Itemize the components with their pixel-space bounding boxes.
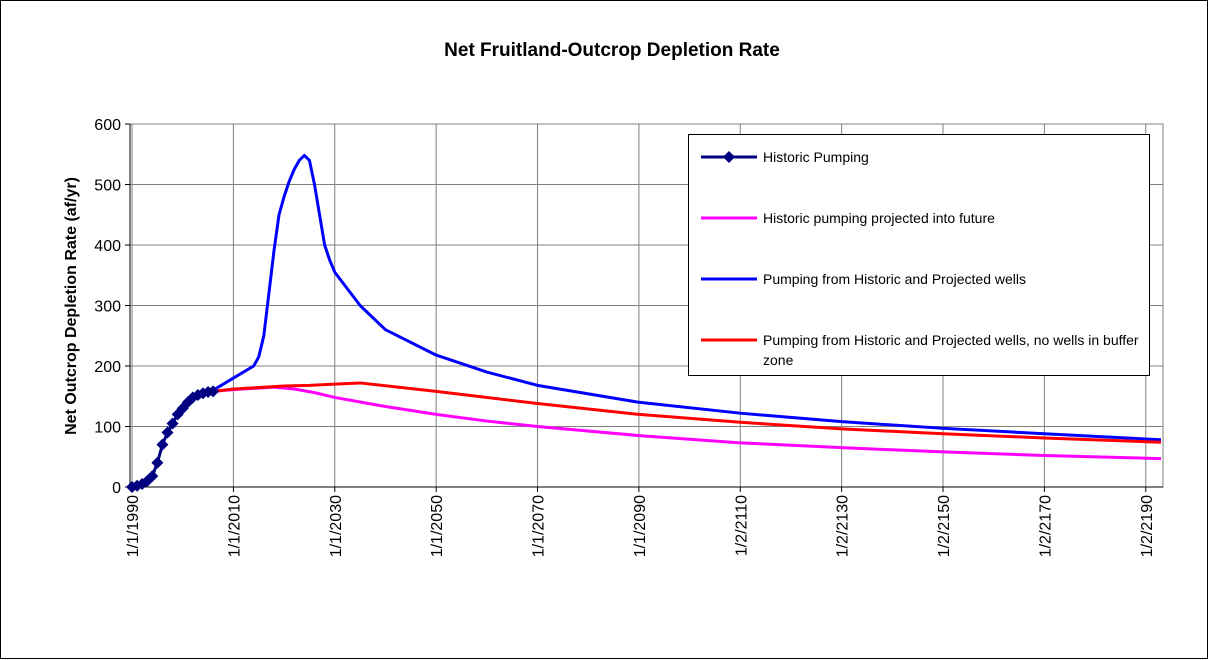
x-tick-label: 1/1/2070 <box>531 495 548 557</box>
chart-title: Net Fruitland-Outcrop Depletion Rate <box>444 40 780 61</box>
data-point <box>207 385 220 398</box>
legend-swatch <box>701 151 757 163</box>
x-tick-label: 1/1/2010 <box>226 495 243 557</box>
data-point <box>161 426 174 439</box>
series-line <box>212 381 1162 444</box>
legend-label: Historic Pumping <box>763 149 869 165</box>
x-tick-label: 1/2/2150 <box>936 495 953 557</box>
data-point <box>151 456 164 469</box>
data-point <box>156 438 169 451</box>
data-point <box>146 470 159 483</box>
legend-label: Historic pumping projected into future <box>763 210 995 226</box>
x-tick-label: 1/1/2090 <box>632 495 649 557</box>
x-tick-label: 1/2/2130 <box>835 495 852 557</box>
legend-label: Pumping from Historic and Projected well… <box>763 271 1026 287</box>
y-tick-label: 600 <box>94 117 121 134</box>
y-tick-label: 400 <box>94 238 121 255</box>
x-tick-label: 1/1/2030 <box>328 495 345 557</box>
x-tick-label: 1/2/2110 <box>733 495 750 556</box>
y-axis-label: Net Outcrop Depletion Rate (af/yr) <box>63 177 80 435</box>
legend-swatch <box>701 216 757 220</box>
series-line <box>212 153 1162 442</box>
legend-label: Pumping from Historic and Projected well… <box>763 332 1139 368</box>
legend-swatch <box>701 277 757 281</box>
y-tick-label: 100 <box>94 420 121 437</box>
legend-swatch <box>701 338 757 342</box>
x-tick-label: 1/2/2190 <box>1139 495 1156 557</box>
legend: Historic Pumping Historic pumping project… <box>688 134 1150 376</box>
x-tick-label: 1/1/2050 <box>429 495 446 557</box>
legend-marker <box>723 151 735 163</box>
y-tick-label: 300 <box>94 299 121 316</box>
x-tick-label: 1/2/2170 <box>1037 495 1054 557</box>
x-tick-label: 1/1/1990 <box>125 495 142 557</box>
y-tick-label: 200 <box>94 359 121 376</box>
y-tick-label: 0 <box>112 480 121 497</box>
data-point <box>166 417 179 430</box>
y-tick-label: 500 <box>94 178 121 195</box>
